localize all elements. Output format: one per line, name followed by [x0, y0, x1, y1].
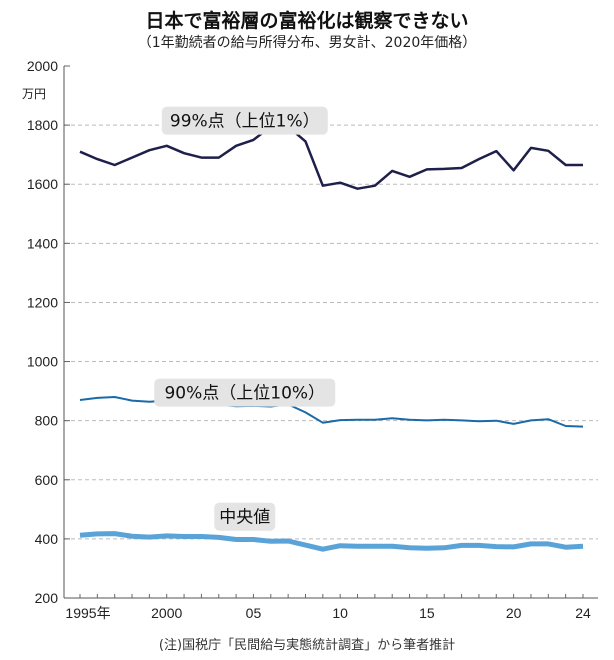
chart-title: 日本で富裕層の富裕化は観察できない [145, 10, 469, 32]
series-line [79, 531, 584, 552]
x-tick-label: 10 [332, 605, 348, 621]
y-tick-label: 1800 [27, 117, 58, 133]
y-tick-label: 400 [35, 531, 59, 547]
series-label-box [161, 106, 328, 135]
series-label: 90%点（上位10%） [164, 384, 325, 404]
y-tick-label: 1000 [27, 354, 58, 370]
chart-subtitle: （1年勤続者の給与所得分布、男女計、2020年価格） [137, 35, 477, 51]
x-tick-label: 15 [419, 605, 435, 621]
series-label-box [214, 502, 276, 531]
y-tick-label: 1200 [27, 294, 58, 310]
series-line [79, 125, 583, 190]
y-tick-label: 2000 [27, 58, 58, 74]
source-note: (注)国税庁「民間給与実態統計調査」から筆者推計 [158, 638, 456, 653]
x-tick-label: 1995年 [65, 605, 110, 621]
y-tick-label: 200 [35, 590, 59, 606]
x-tick-label: 20 [506, 605, 522, 621]
y-tick-label: 600 [35, 472, 59, 488]
series-label: 中央値 [219, 508, 270, 528]
x-tick-label: 24 [575, 605, 591, 621]
y-tick-label: 1600 [27, 176, 58, 192]
series-label-box [154, 378, 336, 407]
y-tick-label: 1400 [27, 235, 58, 251]
plot-background [64, 66, 598, 598]
series-label: 99%点（上位1%） [170, 112, 320, 132]
y-tick-label: 800 [35, 413, 59, 429]
y-axis-unit: 万円 [22, 87, 46, 101]
x-tick-label: 2000 [151, 605, 182, 621]
x-tick-label: 05 [246, 605, 262, 621]
